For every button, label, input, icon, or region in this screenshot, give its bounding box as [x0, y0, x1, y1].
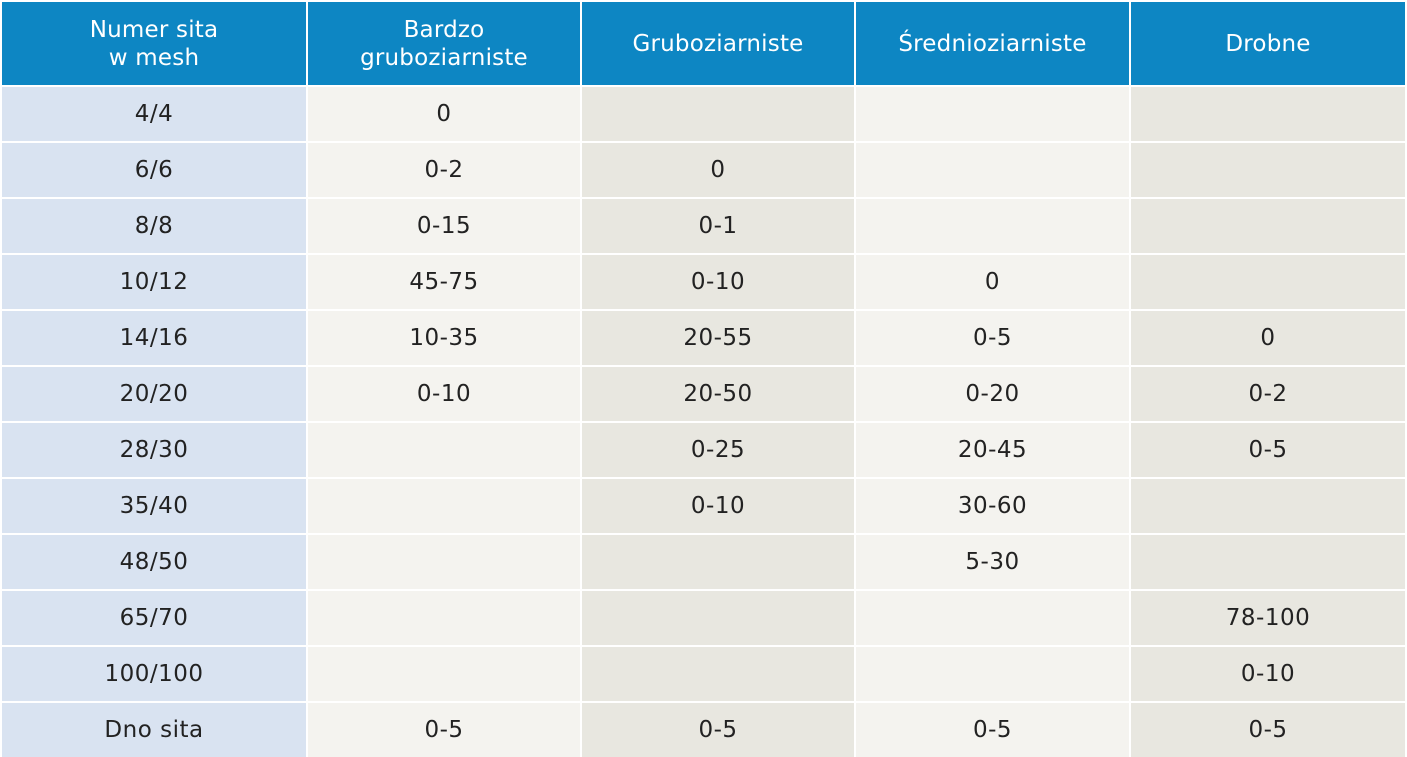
header-mesh-number: Numer sita w mesh	[2, 2, 308, 87]
table-row: 6/6 0-2 0	[2, 143, 1405, 199]
mesh-cell: 8/8	[2, 199, 308, 255]
value-cell: 0-2	[308, 143, 582, 199]
value-cell	[308, 535, 582, 591]
value-cell: 0-15	[308, 199, 582, 255]
value-cell: 0-5	[856, 703, 1131, 757]
value-cell	[308, 479, 582, 535]
value-cell: 30-60	[856, 479, 1131, 535]
value-cell	[582, 535, 856, 591]
value-cell: 0	[308, 87, 582, 143]
value-cell	[1131, 199, 1405, 255]
value-cell: 10-35	[308, 311, 582, 367]
table-row: 8/8 0-15 0-1	[2, 199, 1405, 255]
mesh-cell: 6/6	[2, 143, 308, 199]
value-cell: 0-1	[582, 199, 856, 255]
header-medium: Średnioziarniste	[856, 2, 1131, 87]
value-cell	[1131, 535, 1405, 591]
value-cell: 0	[1131, 311, 1405, 367]
table-row: 100/100 0-10	[2, 647, 1405, 703]
value-cell	[1131, 479, 1405, 535]
value-cell: 0-5	[582, 703, 856, 757]
value-cell	[856, 87, 1131, 143]
value-cell: 0	[582, 143, 856, 199]
mesh-cell: 20/20	[2, 367, 308, 423]
mesh-cell: 10/12	[2, 255, 308, 311]
header-fine: Drobne	[1131, 2, 1405, 87]
value-cell: 0-5	[1131, 703, 1405, 757]
table-row: 28/30 0-25 20-45 0-5	[2, 423, 1405, 479]
value-cell: 5-30	[856, 535, 1131, 591]
value-cell: 0-2	[1131, 367, 1405, 423]
table-row: 20/20 0-10 20-50 0-20 0-2	[2, 367, 1405, 423]
value-cell	[856, 647, 1131, 703]
value-cell: 0-10	[308, 367, 582, 423]
value-cell	[856, 591, 1131, 647]
value-cell	[582, 591, 856, 647]
value-cell: 0-10	[1131, 647, 1405, 703]
value-cell: 0-5	[1131, 423, 1405, 479]
mesh-cell: 28/30	[2, 423, 308, 479]
value-cell	[582, 647, 856, 703]
value-cell: 45-75	[308, 255, 582, 311]
value-cell	[1131, 87, 1405, 143]
table-header-row: Numer sita w mesh Bardzo gruboziarniste …	[2, 2, 1405, 87]
value-cell: 0-20	[856, 367, 1131, 423]
table-row: 48/50 5-30	[2, 535, 1405, 591]
mesh-cell: Dno sita	[2, 703, 308, 757]
table-row: 65/70 78-100	[2, 591, 1405, 647]
value-cell	[1131, 143, 1405, 199]
table-row: 10/12 45-75 0-10 0	[2, 255, 1405, 311]
value-cell	[1131, 255, 1405, 311]
value-cell: 0-5	[856, 311, 1131, 367]
mesh-cell: 4/4	[2, 87, 308, 143]
value-cell	[308, 423, 582, 479]
table-row: Dno sita 0-5 0-5 0-5 0-5	[2, 703, 1405, 757]
mesh-cell: 14/16	[2, 311, 308, 367]
value-cell	[308, 647, 582, 703]
mesh-cell: 35/40	[2, 479, 308, 535]
value-cell: 20-45	[856, 423, 1131, 479]
value-cell	[308, 591, 582, 647]
mesh-cell: 48/50	[2, 535, 308, 591]
table-row: 35/40 0-10 30-60	[2, 479, 1405, 535]
value-cell: 78-100	[1131, 591, 1405, 647]
mesh-cell: 65/70	[2, 591, 308, 647]
header-very-coarse: Bardzo gruboziarniste	[308, 2, 582, 87]
value-cell: 20-50	[582, 367, 856, 423]
value-cell: 20-55	[582, 311, 856, 367]
value-cell	[856, 143, 1131, 199]
header-coarse: Gruboziarniste	[582, 2, 856, 87]
value-cell: 0-10	[582, 479, 856, 535]
mesh-cell: 100/100	[2, 647, 308, 703]
value-cell	[582, 87, 856, 143]
value-cell: 0-10	[582, 255, 856, 311]
value-cell: 0	[856, 255, 1131, 311]
value-cell: 0-25	[582, 423, 856, 479]
value-cell: 0-5	[308, 703, 582, 757]
value-cell	[856, 199, 1131, 255]
table-row: 14/16 10-35 20-55 0-5 0	[2, 311, 1405, 367]
table-row: 4/4 0	[2, 87, 1405, 143]
